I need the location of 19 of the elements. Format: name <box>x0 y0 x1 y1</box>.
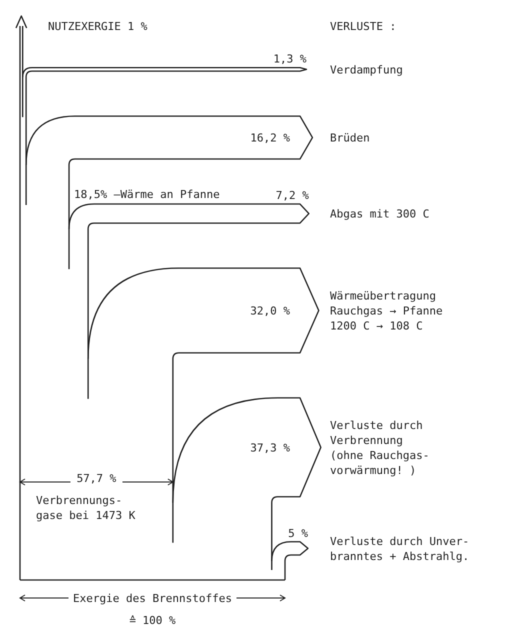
data-label: 16,2 % <box>250 132 290 145</box>
category-label: Verluste durch Unver- branntes + Abstrahlg. <box>330 534 470 563</box>
text: 57,7 % <box>76 472 117 485</box>
text: 18,5% —Wärme an Pfanne <box>74 188 220 201</box>
data-label: 37,3 % <box>250 441 290 454</box>
data-label: 1,3 % <box>273 52 307 66</box>
text: VERLUSTE : <box>330 20 396 33</box>
category-label: Verdampfung <box>330 63 403 76</box>
category-label: Abgas mit 300 C <box>330 208 430 221</box>
category-label: Wärmeübertragung Rauchgas → Pfanne 1200 C → 108 C <box>330 290 443 333</box>
category-label: Verluste durch Verbrennung (ohne Rauchgas- vorwärmung! ) <box>330 418 430 477</box>
data-label: 5 % <box>288 526 308 540</box>
category-label: Brüden <box>330 132 370 145</box>
data-label: 7,2 % <box>276 189 310 202</box>
text: ≙ 100 % <box>129 614 176 627</box>
text: NUTZEXERGIE 1 % <box>48 20 148 33</box>
text: Exergie des Brennstoffes <box>73 592 232 605</box>
text: Verbrennungs- gase bei 1473 K <box>36 494 136 522</box>
data-label: 32,0 % <box>250 304 290 318</box>
